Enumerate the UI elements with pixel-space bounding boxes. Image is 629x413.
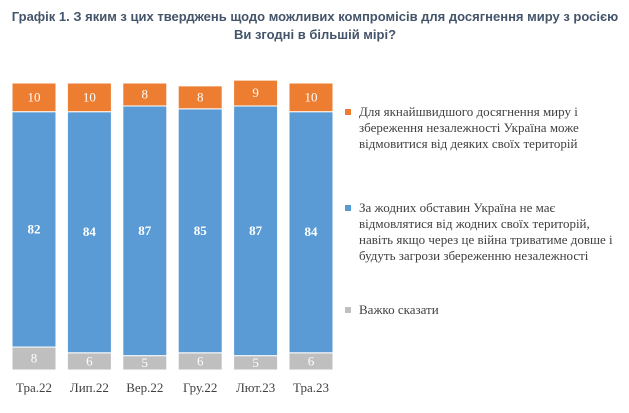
data-label: 84 bbox=[83, 224, 97, 239]
legend-label: За жодних обставин Україна не має відмов… bbox=[359, 200, 613, 263]
bar-segment bbox=[233, 79, 279, 107]
x-tick-label: Тра.23 bbox=[293, 380, 329, 395]
data-label: 6 bbox=[86, 353, 93, 368]
legend-label: Для якнайшвидшого досягнення миру і збер… bbox=[359, 104, 579, 151]
bar-segment bbox=[66, 111, 112, 354]
bar-segment bbox=[11, 82, 57, 113]
x-tick-label: Гру.22 bbox=[183, 380, 217, 395]
data-label: 6 bbox=[308, 353, 315, 368]
data-label: 5 bbox=[252, 355, 259, 370]
legend-label: Важко сказати bbox=[359, 302, 439, 317]
bar-segment bbox=[122, 82, 168, 107]
data-label: 8 bbox=[142, 86, 149, 101]
legend-item: Для якнайшвидшого досягнення миру і збер… bbox=[343, 104, 614, 152]
data-label: 6 bbox=[197, 353, 204, 368]
bar-segment bbox=[177, 85, 223, 110]
data-label: 5 bbox=[142, 355, 149, 370]
chart-title: Графік 1. З яким з цих тверджень щодо мо… bbox=[11, 9, 619, 42]
legend-marker bbox=[345, 307, 351, 313]
data-label: 10 bbox=[28, 89, 41, 104]
legend-marker bbox=[345, 205, 351, 211]
data-label: 10 bbox=[83, 89, 96, 104]
x-tick-label: Вер.22 bbox=[126, 380, 163, 395]
data-label: 82 bbox=[28, 221, 41, 236]
bar-segment bbox=[66, 82, 112, 113]
data-label: 8 bbox=[31, 351, 38, 366]
data-label: 9 bbox=[252, 85, 259, 100]
legend-item: Важко сказати bbox=[343, 302, 614, 318]
data-label: 85 bbox=[194, 223, 208, 238]
x-tick-label: Тра.22 bbox=[16, 380, 52, 395]
legend-item: За жодних обставин Україна не має відмов… bbox=[343, 200, 614, 264]
bar-segment bbox=[233, 105, 279, 357]
bar-segment bbox=[177, 108, 223, 354]
legend-marker bbox=[345, 109, 351, 115]
data-label: 10 bbox=[305, 89, 318, 104]
bar-segment bbox=[288, 111, 334, 354]
data-label: 84 bbox=[305, 224, 319, 239]
bar-segment bbox=[11, 111, 57, 348]
data-label: 8 bbox=[197, 89, 204, 104]
data-label: 87 bbox=[249, 223, 263, 238]
bar-segment bbox=[122, 105, 168, 357]
x-tick-label: Лют.23 bbox=[236, 380, 275, 395]
bar-segment bbox=[288, 82, 334, 113]
x-tick-label: Лип.22 bbox=[70, 380, 109, 395]
data-label: 87 bbox=[138, 223, 152, 238]
